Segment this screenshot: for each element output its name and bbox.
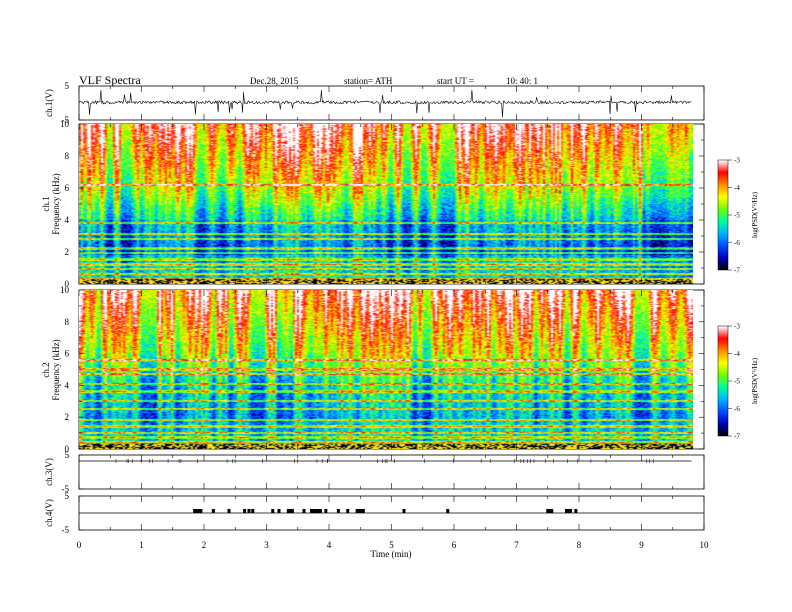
ch4-pulse <box>315 509 322 513</box>
ch4-pulse <box>251 509 255 513</box>
ch4-pulse <box>243 509 247 513</box>
ch4-pulse <box>565 509 572 513</box>
ch1-colorbar-label: log(PSD(V²/Hz) <box>751 191 759 238</box>
ch4-wave-tick-label: -5 <box>62 525 70 535</box>
ch1-colorbar-gradient <box>718 160 728 270</box>
x-tick-label: 9 <box>639 540 644 550</box>
ch3-waveform-ylabel: ch.3(V) <box>44 458 54 486</box>
ch2-spectrogram-image <box>79 290 693 449</box>
station-label: station= ATH <box>344 76 393 86</box>
ch2-colorbar-ticks: -3 -4 -5 -6 -7 <box>728 323 740 441</box>
ch1-freq-tick-label: 10 <box>60 119 70 129</box>
ch2-freq-tick-label: 8 <box>65 317 70 327</box>
ch3-wave-tick-label: 5 <box>65 450 70 460</box>
ch2-freq-tick-label: 4 <box>65 380 70 390</box>
x-tick-label: 2 <box>202 540 207 550</box>
ch4-pulse <box>211 509 215 513</box>
x-tick-label: 10 <box>700 540 710 550</box>
ch1-colorbar-ticks: -3 -4 -5 -6 -7 <box>728 157 740 275</box>
ch4-pulse-group <box>193 509 578 513</box>
ch1-spectrum-ylabel-top: ch.1 <box>41 196 51 211</box>
ch4-pulse <box>402 509 406 513</box>
colorbar-tick-label: -5 <box>734 212 740 220</box>
ch1-colorbar: -3 -4 -5 -6 -7 log(PSD(V²/Hz) <box>717 157 759 275</box>
ch2-freq-tick-label: 2 <box>65 412 70 422</box>
x-tick-label: 5 <box>389 540 394 550</box>
ch2-spectrum-ylabel: Frequency (kHz) <box>51 339 61 400</box>
x-axis-title: Time (min) <box>371 549 412 559</box>
ch4-pulse <box>286 509 294 513</box>
ch2-freq-tick-label: 10 <box>60 285 70 295</box>
date-label: Dec.28, 2015 <box>250 76 299 86</box>
ch2-spectrogram <box>79 290 693 449</box>
x-tick-label: 7 <box>514 540 519 550</box>
colorbar-tick-label: -5 <box>734 378 740 386</box>
ch1-spectrogram-image <box>79 124 693 284</box>
ch4-pulse <box>310 509 317 513</box>
ch4-pulse <box>336 509 340 513</box>
ch3-wave-tick-label: -5 <box>62 484 70 494</box>
x-tick-label: 4 <box>327 540 332 550</box>
figure-title: VLF Spectra <box>79 73 141 87</box>
ch1-wave-tick-label: -5 <box>62 115 70 125</box>
ch2-colorbar-gradient <box>718 326 728 436</box>
colorbar-tick-label: -4 <box>734 184 740 192</box>
ch4-waveform-ylabel: ch.4(V) <box>44 499 54 527</box>
ch2-colorbar: -3 -4 -5 -6 -7 log(PSD(V²/Hz) <box>717 323 759 441</box>
x-tick-label: 3 <box>264 540 269 550</box>
ch1-spectrogram <box>79 124 693 284</box>
ch4-pulse <box>277 509 281 513</box>
ch4-pulse <box>574 509 578 513</box>
x-tick-label: 8 <box>577 540 582 550</box>
ch4-pulse <box>355 509 363 513</box>
ch4-pulse <box>546 509 554 513</box>
ch1-wave-tick-label: 5 <box>65 81 70 91</box>
ch1-waveform-trace <box>78 89 692 118</box>
ch4-pulse <box>193 509 201 513</box>
ch1-freq-tick-label: 2 <box>65 247 70 257</box>
x-tick-label: 0 <box>77 540 82 550</box>
ch4-pulse <box>324 509 328 513</box>
start-ut-label: start UT = <box>437 76 474 86</box>
ch2-colorbar-label: log(PSD(V²/Hz) <box>751 357 759 404</box>
colorbar-tick-label: -7 <box>734 433 740 441</box>
ch4-pulse <box>446 509 450 513</box>
ch1-freq-tick-label: 6 <box>65 183 70 193</box>
x-tick-label: 1 <box>139 540 144 550</box>
ch4-pulse <box>247 509 251 513</box>
ch1-waveform-ylabel: ch.1(V) <box>44 89 54 117</box>
ch2-freq-tick-label: 6 <box>65 349 70 359</box>
ch4-pulse <box>199 509 203 513</box>
ch4-pulse <box>346 509 350 513</box>
ch2-freq-tick-label: 0 <box>65 444 70 454</box>
ch1-freq-tick-label: 0 <box>65 279 70 289</box>
ch4-wave-tick-label: 5 <box>65 491 70 501</box>
ch1-spectrum-ylabel: Frequency (kHz) <box>51 173 61 234</box>
x-tick-label: 6 <box>452 540 457 550</box>
colorbar-tick-label: -7 <box>734 267 740 275</box>
ch3-spike-group <box>115 459 654 463</box>
ch2-spectrum-ylabel-top: ch.2 <box>41 362 51 377</box>
colorbar-tick-label: -3 <box>734 157 740 165</box>
colorbar-tick-label: -6 <box>734 405 740 413</box>
colorbar-tick-label: -4 <box>734 350 740 358</box>
start-time-value: 10: 40: 1 <box>506 76 538 86</box>
ch1-freq-tick-label: 8 <box>65 151 70 161</box>
colorbar-tick-label: -3 <box>734 323 740 331</box>
ch4-pulse <box>227 509 231 513</box>
ch1-freq-tick-label: 4 <box>65 215 70 225</box>
colorbar-tick-label: -6 <box>734 239 740 247</box>
ch4-pulse <box>271 509 275 513</box>
ch4-pulse <box>302 509 306 513</box>
ch4-pulse <box>361 509 365 513</box>
